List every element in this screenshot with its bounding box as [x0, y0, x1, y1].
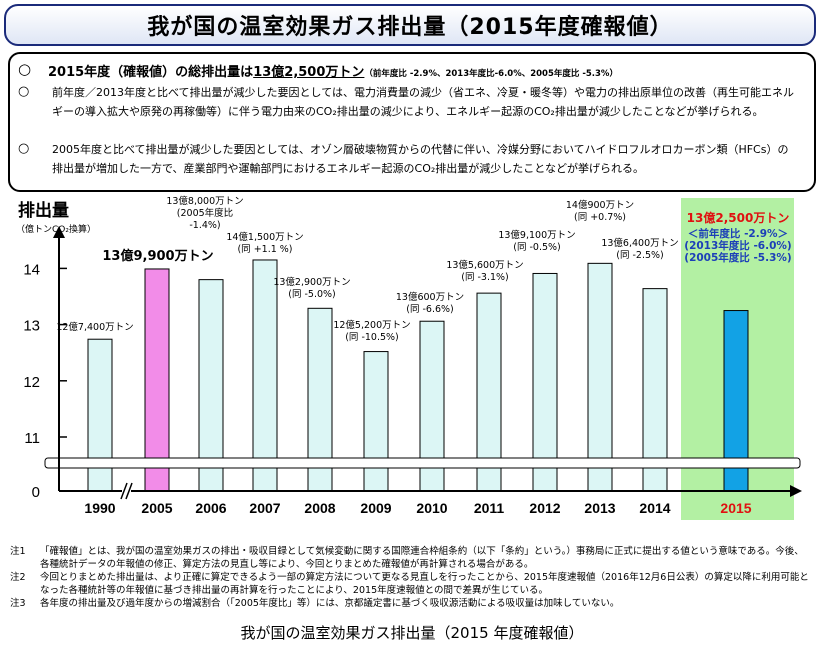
- data-label: (2005年度比: [177, 207, 233, 219]
- data-label: 13億9,900万トン: [102, 248, 213, 264]
- data-label: (同 -3.1%): [461, 272, 509, 283]
- summary-bullet-3: 2005年度と比べて排出量が減少した要因としては、オゾン層破壊物質からの代替に伴…: [52, 143, 789, 175]
- data-label: 12億7,400万トン: [56, 321, 133, 333]
- bar-2005: [144, 268, 170, 492]
- x-break-gap: [122, 485, 131, 498]
- data-label: (同 +0.7%): [574, 212, 626, 223]
- axis-break-band: [44, 457, 801, 469]
- y-axis-unit: （億トンCO₂換算）: [16, 223, 96, 235]
- y-axis-title: 排出量: [18, 200, 69, 221]
- data-label: 13億8,000万トン: [166, 195, 243, 207]
- data-label: (同 -10.5%): [345, 332, 399, 343]
- bullet-icon: ○: [18, 84, 30, 99]
- x-tick-label: 1990: [84, 500, 115, 516]
- headline-value: 13億2,500万トン: [253, 65, 365, 80]
- headline-suffix: （前年度比 -2.9%、2013年度比-6.0%、2005年度比 -5.3%）: [364, 69, 618, 79]
- headline-prefix: 2015年度（確報値）の総排出量は: [48, 65, 254, 80]
- x-axis-arrow: [790, 485, 802, 497]
- page-title: 我が国の温室効果ガス排出量（2015年度確報値）: [147, 15, 673, 40]
- bar-2013: [587, 262, 613, 492]
- x-tick-label: 2006: [195, 500, 226, 516]
- note-label: 注2: [10, 572, 26, 583]
- data-label: 13億6,400万トン: [601, 237, 678, 249]
- x-tick-label: 2009: [360, 500, 391, 516]
- data-label: (同 -6.6%): [406, 304, 454, 315]
- note-label: 注1: [10, 546, 26, 557]
- title-banner: 我が国の温室効果ガス排出量（2015年度確報値）: [4, 4, 816, 46]
- note-text: 今回とりまとめた排出量は、より正確に算定できるよう一部の算定方法について更なる見…: [40, 572, 809, 596]
- data-label: (同 +1.1 %): [237, 244, 292, 255]
- note-text: 「確報値」とは、我が国の温室効果ガスの排出・吸収目録として気候変動に関する国際連…: [40, 546, 804, 570]
- bar-2012: [532, 272, 558, 492]
- data-label: 14億1,500万トン: [226, 231, 303, 243]
- bar-2006: [198, 279, 224, 492]
- bar-2014: [642, 288, 668, 492]
- summary-box: ○ 2015年度（確報値）の総排出量は13億2,500万トン（前年度比 -2.9…: [8, 52, 816, 192]
- note-text: 各年度の排出量及び過年度からの増減割合（「2005年度比」等）には、京都議定書に…: [40, 598, 620, 609]
- summary-headline: 2015年度（確報値）の総排出量は13億2,500万トン（前年度比 -2.9%、…: [48, 61, 618, 80]
- x-tick-label: 2010: [416, 500, 447, 516]
- x-break-slash: [120, 482, 128, 500]
- y-tick-label: 11: [24, 430, 40, 447]
- y-tick-label: 14: [23, 261, 40, 278]
- data-label: 13億2,500万トン: [687, 210, 790, 225]
- x-tick-label: 2008: [304, 500, 335, 516]
- bar-2007: [252, 259, 278, 492]
- footer-caption: 我が国の温室効果ガス排出量（2015 年度確報値）: [240, 624, 584, 642]
- data-label: (同 -2.5%): [616, 250, 664, 261]
- note-row: 注2 今回とりまとめた排出量は、より正確に算定できるよう一部の算定方法について更な…: [10, 571, 810, 597]
- data-label: 13億2,900万トン: [273, 276, 350, 288]
- note-row: 注3 各年度の排出量及び過年度からの増減割合（「2005年度比」等）には、京都議定…: [10, 597, 810, 610]
- x-break-slash: [125, 482, 133, 500]
- data-label: 13億9,100万トン: [498, 229, 575, 241]
- data-label: (同 -0.5%): [513, 242, 561, 253]
- data-label: ＜前年度比 -2.9%＞: [688, 227, 788, 240]
- y-tick-label: 13: [23, 318, 40, 335]
- data-label: (2013年度比 -6.0%): [684, 239, 791, 252]
- x-tick-label: 2014: [639, 500, 670, 516]
- data-label: 14億900万トン: [566, 199, 634, 211]
- note-row: 注1 「確報値」とは、我が国の温室効果ガスの排出・吸収目録として気候変動に関する国…: [10, 545, 810, 571]
- note-label: 注3: [10, 598, 26, 609]
- x-tick-label: 2007: [249, 500, 280, 516]
- data-label: 13億600万トン: [396, 291, 464, 303]
- x-tick-label: 2005: [141, 500, 172, 516]
- data-label: (同 -5.0%): [288, 289, 336, 300]
- x-tick-label: 2012: [529, 500, 560, 516]
- x-tick-label: 2015: [720, 500, 751, 516]
- bullet-icon: ○: [18, 60, 32, 78]
- data-label: 13億5,600万トン: [446, 259, 523, 271]
- y-tick-label: 12: [23, 374, 40, 391]
- y-axis-arrow: [53, 226, 65, 238]
- x-tick-label: 2013: [584, 500, 615, 516]
- x-tick-label: 2011: [474, 500, 505, 516]
- bullet-icon: ○: [18, 141, 30, 156]
- bar-2009: [363, 351, 389, 492]
- y-tick-label: 0: [32, 484, 40, 501]
- data-label: -1.4%): [189, 220, 220, 231]
- data-label: 12億5,200万トン: [333, 319, 410, 331]
- summary-bullet-2: 前年度／2013年度と比べて排出量が減少した要因としては、電力消費量の減少（省エ…: [52, 86, 794, 118]
- notes-section: 注1 「確報値」とは、我が国の温室効果ガスの排出・吸収目録として気候変動に関する国…: [10, 545, 810, 610]
- data-label: (2005年度比 -5.3%): [684, 251, 791, 264]
